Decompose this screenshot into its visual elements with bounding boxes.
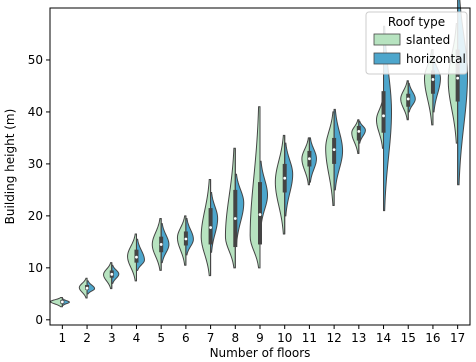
x-axis-label: Number of floors xyxy=(210,346,311,360)
violin-horizontal-floor-11 xyxy=(308,137,317,183)
x-tick-label-8: 8 xyxy=(231,331,239,345)
iqr-box-floor-14 xyxy=(381,91,386,133)
median-dot-floor-14 xyxy=(382,114,385,118)
median-dot-floor-16 xyxy=(431,78,435,81)
median-dot-floor-13 xyxy=(357,130,361,133)
y-axis-label: Building height (m) xyxy=(3,109,17,225)
x-tick-label-14: 14 xyxy=(376,331,391,345)
x-tick-label-15: 15 xyxy=(401,331,416,345)
y-tick-label-20: 20 xyxy=(28,209,43,223)
y-tick-label-50: 50 xyxy=(28,53,43,67)
median-dot-floor-17 xyxy=(456,76,460,80)
median-dot-floor-15 xyxy=(406,97,410,101)
violin-horizontal-floor-8 xyxy=(234,173,245,245)
x-tick-label-16: 16 xyxy=(425,331,440,345)
x-tick-label-6: 6 xyxy=(182,331,190,345)
violin-horizontal-floor-3 xyxy=(111,264,120,284)
violin-slanted-floor-4 xyxy=(127,233,137,282)
violin-slanted-floor-6 xyxy=(176,215,187,266)
violin-horizontal-floor-10 xyxy=(284,142,294,217)
legend-label-horizontal: horizontal xyxy=(406,52,466,66)
violin-slanted-floor-9 xyxy=(249,106,261,269)
violin-slanted-floor-7 xyxy=(200,178,212,277)
y-tick-label-0: 0 xyxy=(35,313,43,327)
legend: Roof type slanted horizontal xyxy=(365,11,468,75)
x-tick-label-4: 4 xyxy=(133,331,141,345)
iqr-box-floor-16 xyxy=(430,70,435,94)
x-tick-label-1: 1 xyxy=(59,331,67,345)
x-tick-label-12: 12 xyxy=(326,331,341,345)
iqr-box-floor-17 xyxy=(455,49,460,102)
median-dot-floor-6 xyxy=(184,237,188,241)
median-dot-floor-5 xyxy=(159,243,163,246)
violin-slanted-floor-1 xyxy=(50,296,63,308)
iqr-box-floor-13 xyxy=(356,125,361,141)
violin-horizontal-floor-5 xyxy=(160,223,170,264)
violin-slanted-floor-15 xyxy=(400,80,409,121)
legend-label-slanted: slanted xyxy=(406,33,450,47)
median-dot-floor-3 xyxy=(110,272,114,276)
x-tick-label-5: 5 xyxy=(157,331,165,345)
median-dot-floor-7 xyxy=(209,226,212,229)
median-dot-floor-9 xyxy=(258,213,262,216)
x-tick-label-10: 10 xyxy=(277,331,292,345)
violin-slanted-floor-10 xyxy=(274,134,286,235)
median-dot-floor-10 xyxy=(283,176,287,180)
y-tick-label-10: 10 xyxy=(28,261,43,275)
median-dot-floor-2 xyxy=(85,286,89,290)
violin-slanted-floor-3 xyxy=(103,262,113,290)
violin-slanted-floor-5 xyxy=(151,217,162,271)
median-dot-floor-8 xyxy=(233,217,237,220)
median-dot-floor-1 xyxy=(60,300,64,304)
median-dot-floor-4 xyxy=(135,255,138,259)
x-tick-label-11: 11 xyxy=(302,331,317,345)
median-dot-floor-12 xyxy=(332,148,336,152)
x-tick-label-13: 13 xyxy=(351,331,366,345)
x-tick-label-9: 9 xyxy=(256,331,264,345)
violin-slanted-floor-11 xyxy=(301,137,310,186)
violin-slanted-floor-8 xyxy=(224,147,236,269)
y-tick-label-30: 30 xyxy=(28,157,43,171)
violin-horizontal-floor-6 xyxy=(185,217,194,256)
violin-horizontal-floor-12 xyxy=(333,108,344,191)
legend-swatch-slanted xyxy=(373,33,401,46)
x-tick-label-2: 2 xyxy=(83,331,91,345)
median-dot-floor-11 xyxy=(308,157,311,161)
violin-slanted-floor-2 xyxy=(78,277,88,299)
x-tick-label-7: 7 xyxy=(207,331,215,345)
x-tick-label-17: 17 xyxy=(450,331,465,345)
violin-horizontal-floor-2 xyxy=(86,280,96,295)
legend-swatch-horizontal xyxy=(373,52,401,65)
violin-slanted-floor-12 xyxy=(325,111,335,206)
legend-title: Roof type xyxy=(388,15,445,29)
x-tick-label-3: 3 xyxy=(108,331,116,345)
y-tick-label-40: 40 xyxy=(28,105,43,119)
